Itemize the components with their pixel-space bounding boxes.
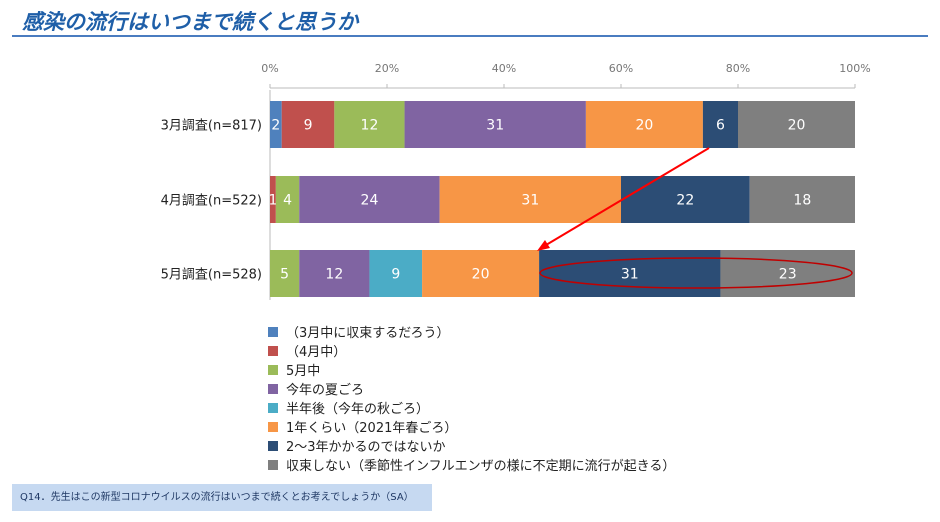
x-tick-label: 60%: [609, 62, 633, 75]
legend-item: 2～3年かかるのではないか: [268, 436, 675, 455]
legend-swatch: [268, 440, 278, 451]
legend-item: 半年後（今年の秋ごろ）: [268, 398, 675, 417]
bar-segment: [270, 250, 300, 297]
legend-label: 2～3年かかるのではないか: [286, 440, 446, 455]
data-label: 12: [361, 118, 379, 134]
legend-swatch: [268, 383, 278, 394]
data-label: 4: [283, 193, 292, 209]
bar-segment: [281, 101, 335, 148]
data-label: 1: [268, 193, 277, 209]
legend-label: 半年後（今年の秋ごろ）: [286, 402, 430, 417]
bar-segment: [720, 250, 855, 297]
bar-segment: [299, 176, 440, 223]
data-label: 5: [280, 267, 289, 283]
x-tick-label: 0%: [261, 62, 278, 75]
data-label: 20: [635, 118, 653, 134]
legend-label: 1年くらい（2021年春ごろ）: [286, 421, 458, 436]
legend-swatch: [268, 402, 278, 413]
data-label: 23: [779, 267, 797, 283]
x-tick-label: 80%: [726, 62, 750, 75]
bar-segment: [738, 101, 855, 148]
bar-segment: [334, 101, 405, 148]
question-footnote: Q14．先生はこの新型コロナウイルスの流行はいつまで続くとお考えでしょうか（SA…: [12, 484, 432, 511]
data-label: 24: [361, 193, 379, 209]
title-underline: [12, 35, 928, 37]
bar-segment: [270, 101, 282, 148]
legend-item: 5月中: [268, 360, 675, 379]
legend-swatch: [268, 421, 278, 432]
arrowhead-icon: [537, 240, 550, 251]
legend-label: 5月中: [286, 364, 321, 379]
legend-label: （3月中に収束するだろう）: [286, 326, 450, 341]
bar-segment: [702, 101, 738, 148]
x-tick-label: 20%: [375, 62, 399, 75]
data-label: 20: [788, 118, 806, 134]
bar-segment: [585, 101, 703, 148]
bar-segment: [299, 250, 370, 297]
legend-item: 1年くらい（2021年春ごろ）: [268, 417, 675, 436]
data-label: 31: [521, 193, 539, 209]
highlight-ellipse: [539, 257, 853, 289]
bar-segment: [404, 101, 586, 148]
legend-item: 収束しない（季節性インフルエンザの様に不定期に流行が起きる）: [268, 455, 675, 474]
legend-item: 今年の夏ごろ: [268, 379, 675, 398]
data-label: 20: [472, 267, 490, 283]
bar-segment: [621, 176, 750, 223]
data-label: 9: [391, 267, 400, 283]
legend-swatch: [268, 459, 278, 470]
x-tick-label: 100%: [839, 62, 870, 75]
legend-item: （3月中に収束するだろう）: [268, 322, 675, 341]
data-label: 31: [486, 118, 504, 134]
data-label: 6: [716, 118, 725, 134]
category-label: 3月調査(n=817): [161, 119, 262, 134]
data-label: 12: [325, 267, 343, 283]
bar-segment: [439, 176, 621, 223]
legend-swatch: [268, 364, 278, 375]
bar-segment: [422, 250, 540, 297]
data-label: 31: [621, 267, 639, 283]
page-title: 感染の流行はいつまで続くと思うか: [22, 10, 358, 34]
x-tick-label: 40%: [492, 62, 516, 75]
category-label: 5月調査(n=528): [161, 268, 262, 283]
data-label: 2: [271, 118, 280, 134]
bar-segment: [749, 176, 855, 223]
bar-segment: [270, 176, 276, 223]
legend-swatch: [268, 345, 278, 356]
annotation-arrow: [540, 147, 710, 249]
category-label: 4月調査(n=522): [161, 194, 262, 209]
legend-label: 収束しない（季節性インフルエンザの様に不定期に流行が起きる）: [286, 459, 676, 474]
data-label: 18: [793, 193, 811, 209]
bar-segment: [369, 250, 423, 297]
bar-segment: [275, 176, 300, 223]
legend: （3月中に収束するだろう） （4月中） 5月中今年の夏ごろ半年後（今年の秋ごろ） 1年…: [268, 322, 675, 474]
legend-label: 今年の夏ごろ: [286, 383, 365, 398]
legend-label: （4月中）: [286, 345, 347, 360]
data-label: 22: [676, 193, 694, 209]
legend-item: （4月中）: [268, 341, 675, 360]
data-label: 9: [304, 118, 313, 134]
legend-swatch: [268, 326, 278, 337]
